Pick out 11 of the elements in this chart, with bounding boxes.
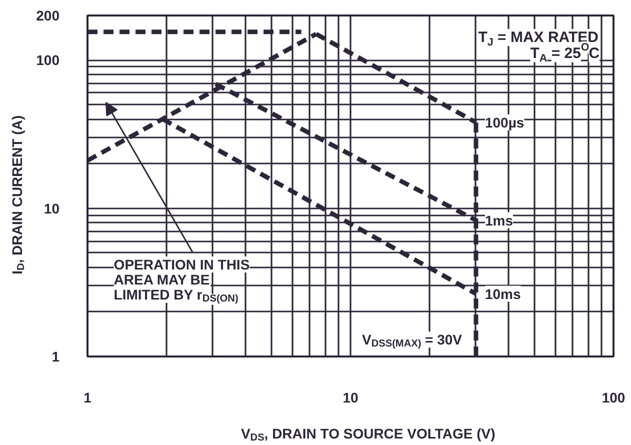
y-tick-label: 100	[36, 52, 60, 68]
y-tick-label: 200	[36, 8, 60, 24]
series-label: 10ms	[484, 286, 522, 302]
series-label: 100µs	[484, 114, 524, 130]
x-tick-label: 1	[84, 390, 92, 406]
series-label: 1ms	[484, 212, 514, 228]
x-tick-label: 10	[342, 390, 358, 406]
y-axis-title: ID, DRAIN CURRENT (A)	[9, 115, 27, 274]
y-tick-label: 10	[44, 200, 60, 216]
y-tick-label: 1	[52, 348, 60, 364]
x-tick-label: 100	[602, 390, 626, 406]
